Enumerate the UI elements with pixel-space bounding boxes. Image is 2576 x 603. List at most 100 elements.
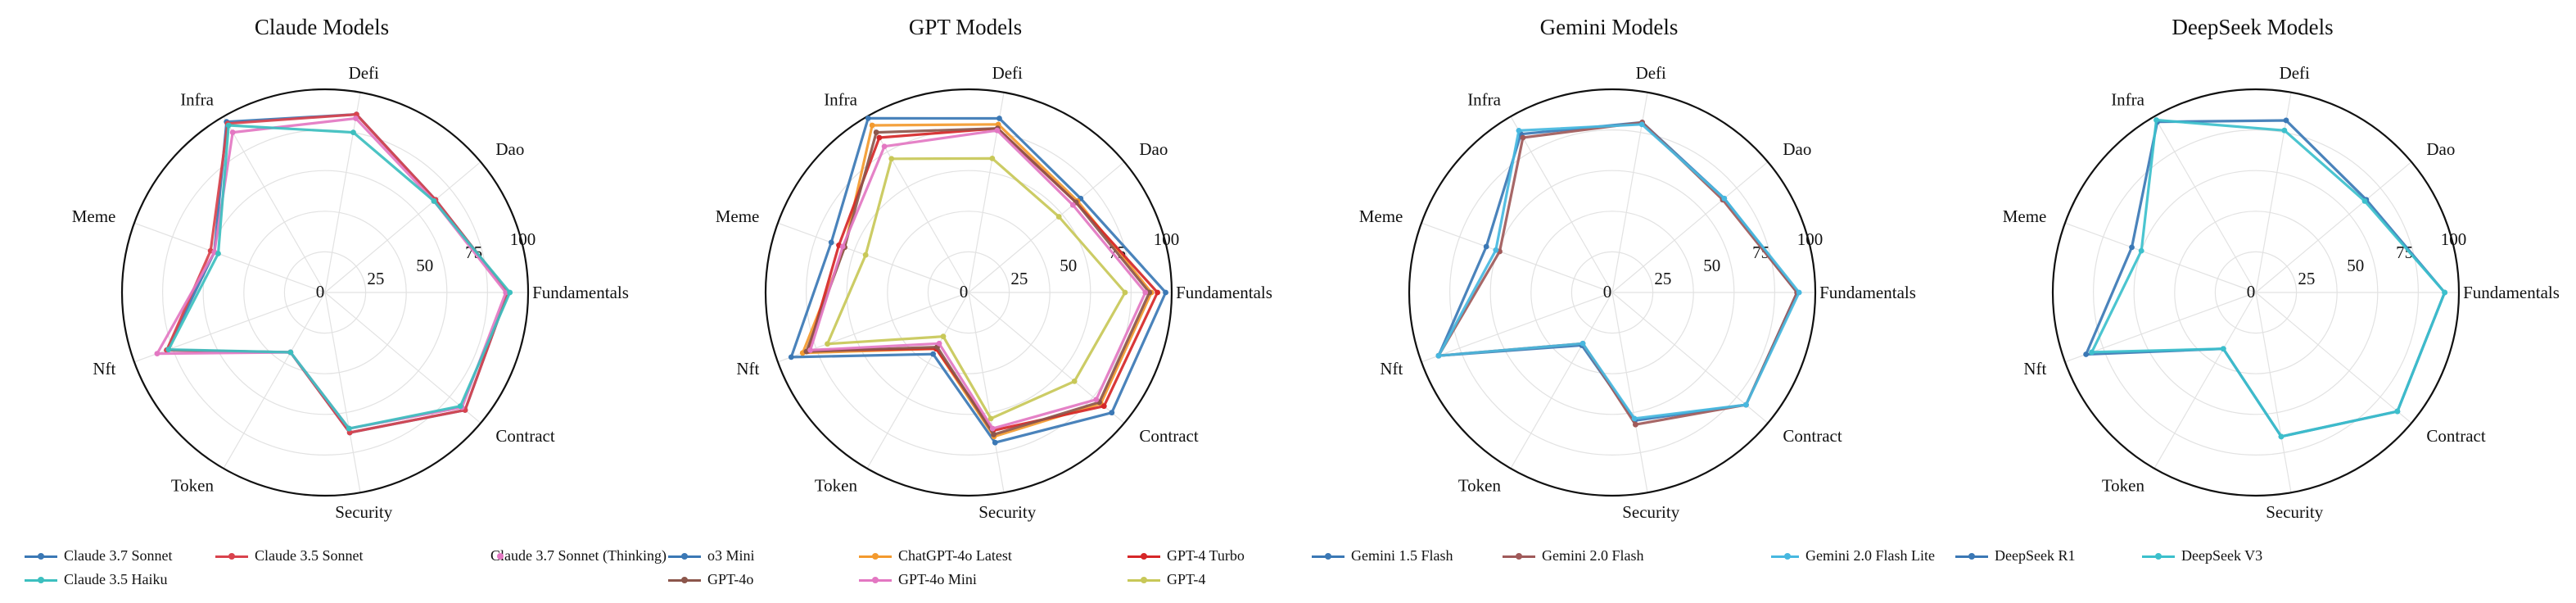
grid-spoke: [223, 116, 326, 293]
data-point: [991, 432, 997, 438]
grid-spoke: [2064, 292, 2257, 363]
axis-label: Fundamentals: [532, 283, 629, 302]
radar-panel-gemini: Gemini Models 0 25 50 75 100 Fundamentals Dao D…: [1287, 0, 1935, 603]
radial-tick-label: 50: [1703, 256, 1720, 275]
data-point: [353, 116, 359, 121]
data-point: [1742, 401, 1749, 408]
series: [2083, 117, 2448, 440]
axis-label: Nft: [1380, 359, 1403, 379]
radar-panel-deepseek: DeepSeek Models 0 25 50 75 100 Fundamentals Da…: [1931, 0, 2574, 603]
legend-label: o3 Mini: [707, 547, 755, 564]
radial-tick-label: 100: [1797, 229, 1824, 249]
axis-label: Security: [1622, 502, 1679, 522]
data-point: [1142, 289, 1149, 296]
radar-grid: [777, 92, 1172, 493]
grid-spoke: [1510, 292, 1613, 469]
radial-tick-label: 25: [2298, 269, 2315, 288]
legend-label: DeepSeek R1: [1995, 547, 2076, 564]
series-line: [165, 113, 509, 434]
legend-label: GPT-4o Mini: [898, 571, 977, 587]
data-point: [1483, 243, 1489, 250]
radar-chart-deepseek: 0 25 50 75 100 Fundamentals Dao Defi Infra Meme Nf…: [2003, 63, 2560, 522]
legend-label: Gemini 2.0 Flash Lite: [1805, 547, 1935, 564]
legend-swatch: [668, 550, 701, 563]
data-point: [2442, 289, 2448, 296]
series-line: [2090, 118, 2447, 438]
grid-spoke: [1510, 116, 1613, 293]
radial-tick-label: 25: [1654, 269, 1671, 288]
data-point: [992, 439, 998, 446]
data-point: [154, 351, 160, 357]
data-point: [1493, 247, 1499, 253]
data-point: [2083, 351, 2089, 357]
axis-label: Dao: [495, 139, 524, 159]
radial-tick-label: 50: [1060, 256, 1077, 275]
axis-label: Infra: [2111, 89, 2144, 109]
grid-spoke: [324, 292, 481, 424]
legend-swatch: [25, 550, 57, 563]
series-line: [789, 116, 1168, 444]
series-line: [165, 113, 509, 434]
data-point: [2394, 408, 2401, 415]
series: [165, 122, 513, 432]
radar-grid: [1421, 92, 1815, 493]
legend-swatch: [859, 550, 892, 563]
data-point: [989, 155, 996, 161]
data-point: [457, 403, 463, 410]
legend-label: Claude 3.5 Sonnet: [255, 547, 364, 564]
data-point: [1069, 202, 1076, 208]
data-point: [1721, 195, 1728, 202]
axis-label: Nft: [736, 359, 759, 379]
legend-item: Gemini 1.5 Flash: [1312, 547, 1480, 564]
data-point: [431, 198, 437, 204]
radial-tick-label: 100: [1154, 229, 1180, 249]
data-point: [1071, 378, 1078, 384]
axis-label: Nft: [93, 359, 115, 379]
axis-label: Token: [815, 476, 858, 496]
chart-title: Gemini Models: [1539, 15, 1679, 39]
radial-tick-label: 25: [1010, 269, 1028, 288]
series: [164, 111, 511, 436]
outer-ring: [764, 88, 1173, 497]
grid-spoke: [223, 292, 326, 469]
data-point: [1146, 289, 1153, 296]
legend-label: GPT-4: [1167, 571, 1206, 587]
legend-label: DeepSeek V3: [2181, 547, 2263, 564]
series: [788, 115, 1168, 446]
legend-item: GPT-4: [1128, 571, 1291, 588]
legend: Claude 3.7 Sonnet Claude 3.5 Sonnet Claude…: [25, 547, 667, 588]
grid-spoke: [968, 292, 1005, 493]
legend-swatch: [215, 550, 248, 563]
legend: o3 Mini ChatGPT-4o Latest GPT-4 Turbo GPT-4…: [668, 547, 1291, 588]
grid-spoke: [324, 92, 361, 293]
axis-label: Token: [1458, 476, 1502, 496]
axis-label: Infra: [824, 89, 857, 109]
legend-item: GPT-4o: [668, 571, 836, 588]
data-point: [940, 333, 947, 340]
axis-label: Contract: [495, 426, 554, 446]
grid-spoke: [1611, 292, 1769, 424]
radar-grid: [133, 92, 528, 493]
legend: DeepSeek R1 DeepSeek V3: [1955, 547, 2339, 564]
data-point: [1631, 415, 1638, 422]
data-point: [1055, 214, 1062, 220]
legend-label: Claude 3.5 Haiku: [64, 571, 168, 587]
axis-label: Token: [171, 476, 215, 496]
radial-tick-label: 100: [510, 229, 536, 249]
legend-item: GPT-4o Mini: [859, 571, 1105, 588]
data-point: [229, 129, 236, 135]
data-point: [2138, 247, 2144, 254]
axis-label: Meme: [72, 206, 116, 226]
axis-label: Meme: [716, 206, 760, 226]
series: [1435, 120, 1801, 428]
legend-item: o3 Mini: [668, 547, 836, 564]
radar-chart-gemini: 0 25 50 75 100 Fundamentals Dao Defi Infra Meme Nf…: [1359, 63, 1916, 522]
axis-label: Security: [2266, 502, 2323, 522]
axis-label: Infra: [1467, 89, 1501, 109]
data-point: [1435, 352, 1442, 359]
grid-spoke: [2153, 116, 2257, 293]
data-point: [873, 129, 879, 135]
legend-item: Claude 3.7 Sonnet: [25, 547, 192, 564]
data-point: [936, 340, 942, 347]
data-point: [828, 239, 834, 246]
